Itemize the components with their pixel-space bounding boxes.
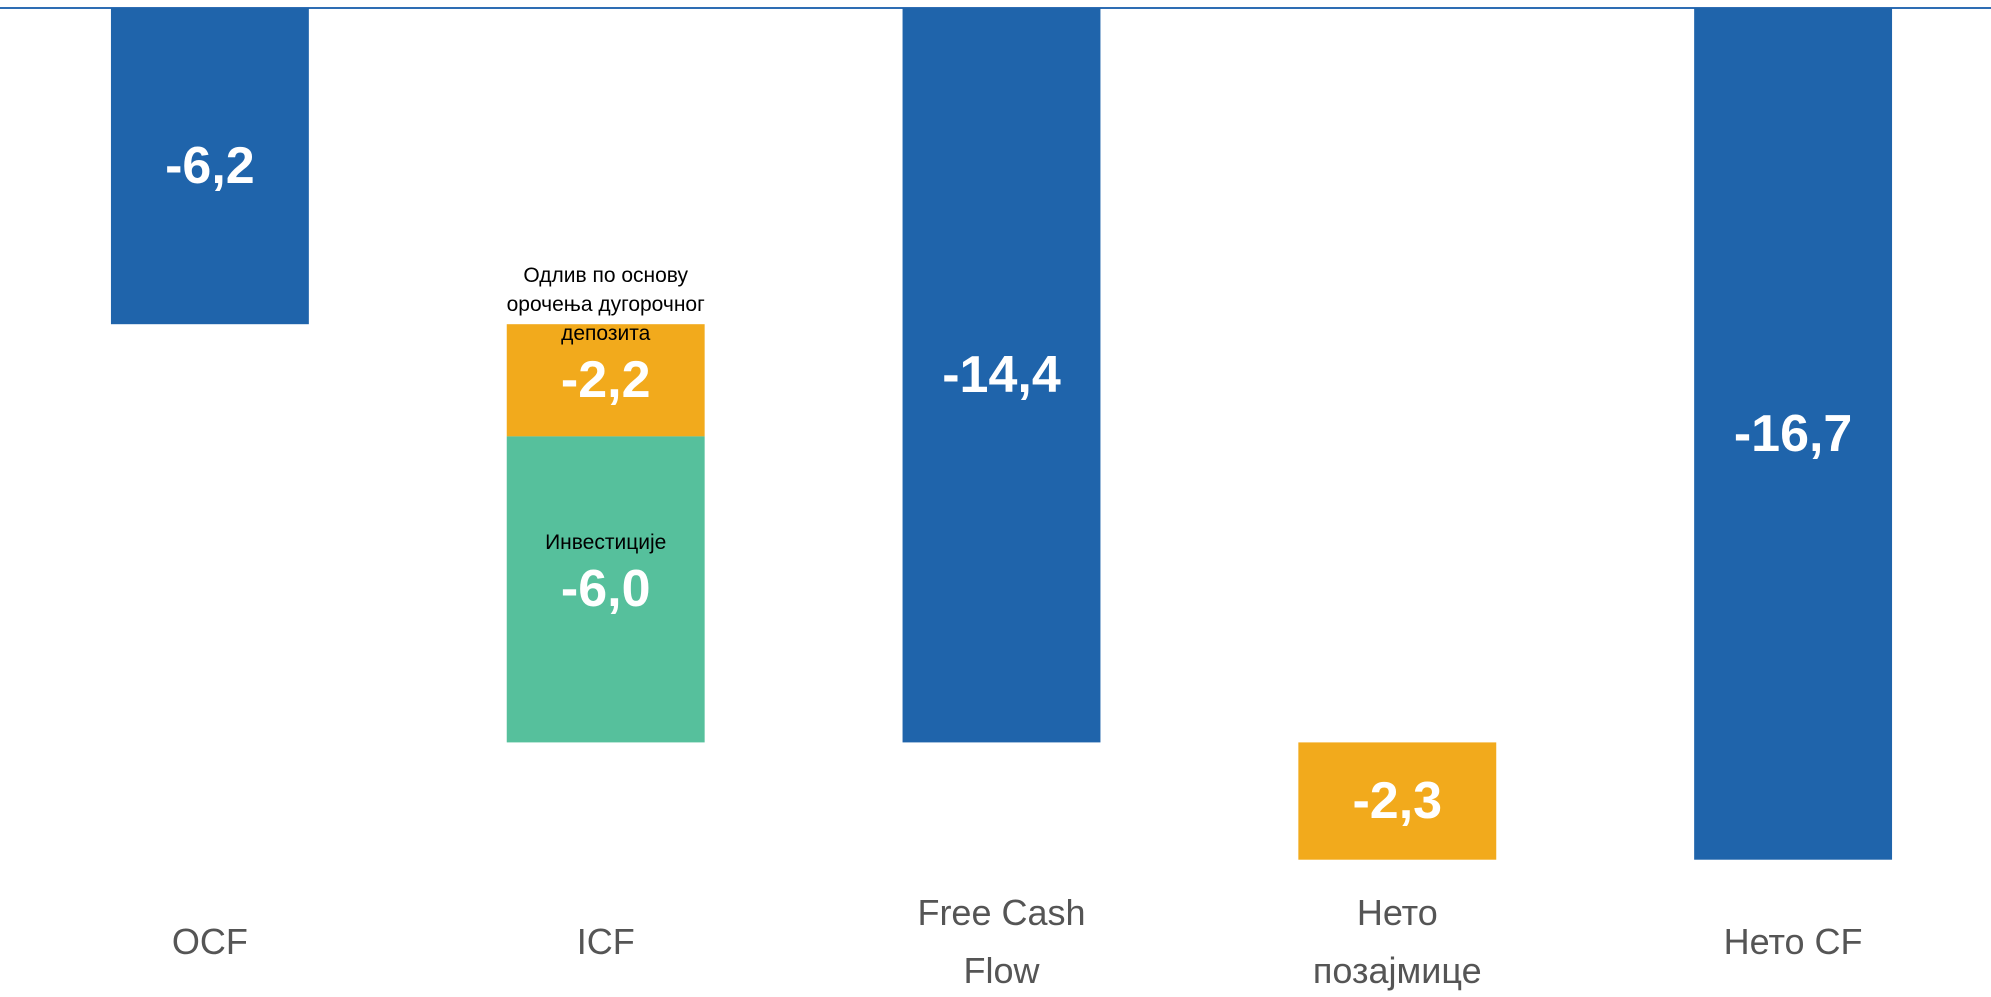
value-label: -6,0	[560, 560, 651, 619]
bar	[1694, 8, 1893, 860]
bar	[1298, 742, 1497, 860]
value-label: -2,3	[1352, 772, 1443, 831]
value-label: -6,2	[165, 137, 255, 196]
segment-label: Инвестиције	[545, 531, 667, 555]
value-label: -14,4	[942, 346, 1061, 405]
x-tick-label: Нето позајмице	[1312, 892, 1482, 991]
x-tick-label: ICF	[576, 921, 635, 962]
x-tick-label: OCF	[171, 921, 248, 962]
bar	[902, 8, 1101, 743]
value-label: -2,2	[560, 351, 651, 410]
bar	[110, 8, 309, 325]
x-tick-label: Free Cash Flow	[917, 892, 1086, 991]
bar	[506, 436, 705, 743]
value-label: -16,7	[1733, 404, 1853, 463]
x-tick-label: Нето CF	[1723, 921, 1863, 962]
bar	[506, 324, 705, 437]
segment-label: Одлив по основу орочења дугорочног депоз…	[506, 264, 705, 346]
